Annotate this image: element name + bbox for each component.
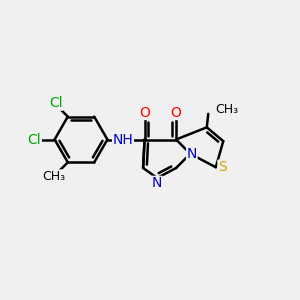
Text: CH₃: CH₃ — [43, 170, 66, 183]
Text: NH: NH — [112, 133, 134, 146]
Text: Cl: Cl — [28, 133, 41, 146]
Text: O: O — [139, 106, 150, 119]
Text: N: N — [152, 176, 162, 190]
Text: S: S — [218, 160, 227, 174]
Text: CH₃: CH₃ — [215, 103, 238, 116]
Text: O: O — [171, 106, 182, 119]
Text: Cl: Cl — [49, 96, 63, 110]
Text: N: N — [187, 147, 197, 161]
